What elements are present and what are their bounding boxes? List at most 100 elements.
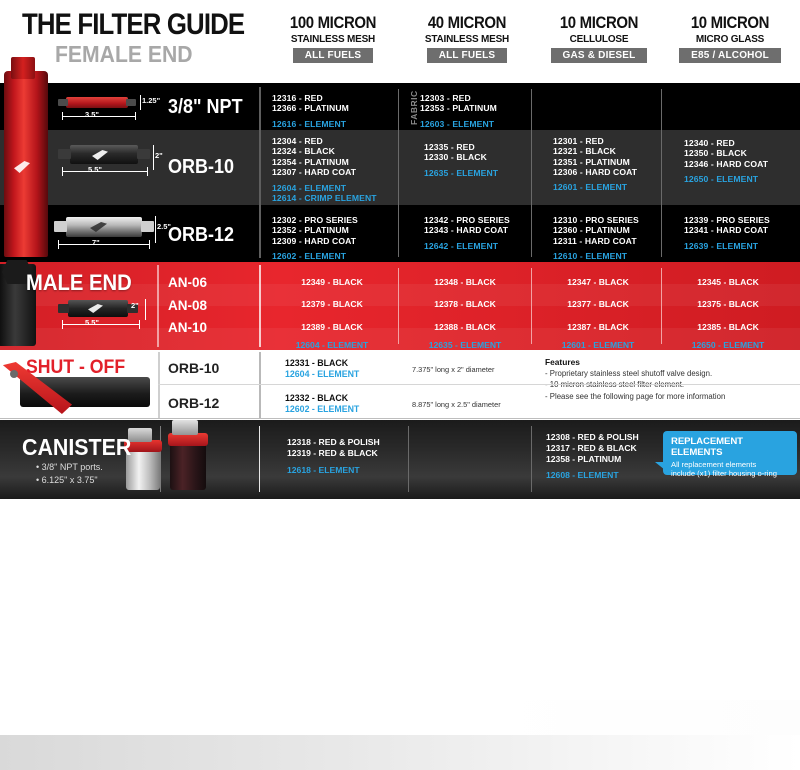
filter-guide-sheet: THE FILTER GUIDE FEMALE END 100 MICRON S… [0, 8, 800, 770]
fitting-label-shutoff-orb12: ORB-12 [168, 395, 220, 411]
part-number: 12304 - RED [272, 136, 323, 146]
filter-end-left [58, 149, 71, 159]
part-list-cell: 12302 - PRO SERIES 12352 - PLATINUM 1230… [272, 215, 358, 262]
element-part-number: 12602 - ELEMENT [272, 251, 347, 262]
part-number: 12351 - PLATINUM [553, 156, 630, 167]
part-number: 12301 - RED [553, 136, 604, 146]
filter-logo-icon [92, 150, 108, 160]
element-part-number: 12604 - ELEMENT [285, 369, 360, 379]
dim-diameter-label: 2" [155, 151, 163, 160]
part-list-cell: 12340 - RED 12350 - BLACK 12346 - HARD C… [684, 138, 768, 185]
part-list-cell: 12342 - PRO SERIES 12343 - HARD COAT 126… [424, 215, 510, 251]
dim-tick [149, 240, 150, 249]
table-row [0, 735, 800, 770]
part-number: 12347 - BLACK [567, 277, 629, 287]
canister-spec-item: • 3/8" NPT ports. [36, 462, 103, 472]
feature-item: - Please see the following page for more… [545, 391, 726, 401]
part-list-cell: 12301 - RED 12321 - BLACK 12351 - PLATIN… [553, 136, 637, 192]
part-list-cell: 12318 - RED & POLISH 12319 - RED & BLACK… [287, 437, 380, 476]
column-fuel-badge: GAS & DIESEL [550, 48, 648, 63]
part-number: 12385 - BLACK [697, 322, 759, 332]
column-micron: 100 MICRON [289, 13, 377, 32]
shutoff-pivot-icon [10, 370, 18, 378]
column-divider [259, 87, 261, 258]
part-number: 12308 - RED & POLISH [546, 432, 639, 442]
column-divider [661, 89, 662, 257]
dim-tick [147, 167, 148, 176]
table-row [0, 83, 800, 130]
feature-item: - 10 micron stainless steel filter eleme… [545, 379, 725, 390]
column-micron: 40 MICRON [427, 13, 507, 32]
dim-diameter-label: 2.5" [157, 222, 171, 231]
canister-head-red [124, 440, 162, 452]
part-number: 12350 - BLACK [684, 148, 747, 159]
section-title-shut-off: SHUT - OFF [26, 357, 126, 378]
column-header-1: 100 MICRON STAINLESS MESH ALL FUELS [266, 14, 400, 63]
element-part-number: 12601 - ELEMENT [561, 340, 635, 350]
dim-line-v [145, 299, 146, 320]
column-fuel-badge: ALL FUELS [292, 48, 374, 63]
column-divider [259, 352, 261, 418]
filter-end-left [54, 221, 67, 232]
column-divider [158, 352, 160, 418]
column-divider [531, 426, 532, 492]
dim-diameter-label: 1.25" [142, 96, 161, 105]
features-title: Features [545, 357, 580, 367]
row-divider [0, 418, 800, 419]
part-number: 12340 - RED [684, 138, 735, 148]
part-number: 12303 - RED [420, 93, 471, 103]
column-divider [398, 268, 399, 344]
dim-line-h [62, 171, 148, 172]
features-block: Features - Proprietary stainless steel s… [545, 357, 725, 402]
feature-item: - Proprietary stainless steel shutoff va… [545, 369, 713, 379]
column-divider [531, 268, 532, 344]
element-part-number: 12608 - ELEMENT [546, 470, 619, 480]
element-part-number: 12618 - ELEMENT [287, 465, 360, 475]
part-number: 12387 - BLACK [567, 322, 629, 332]
element-part-number: 12639 - ELEMENT [684, 240, 759, 251]
part-number: 12332 - BLACK [285, 393, 349, 403]
part-number: 12349 - BLACK [301, 277, 363, 287]
badge-title: REPLACEMENT ELEMENTS [671, 436, 743, 458]
part-number: 12353 - PLATINUM [420, 103, 497, 114]
filter-logo-icon [90, 222, 107, 232]
part-list-cell: 12308 - RED & POLISH 12317 - RED & BLACK… [546, 432, 639, 481]
fitting-label-an10: AN-10 [168, 320, 208, 335]
column-material: STAINLESS MESH [290, 33, 376, 45]
fitting-label-npt: 3/8" NPT [168, 96, 243, 118]
part-number: 12307 - HARD COAT [272, 167, 357, 178]
part-number: 12316 - RED [272, 93, 323, 103]
column-divider [157, 265, 159, 347]
red-canister-cap [11, 57, 35, 79]
part-number: 12360 - PLATINUM [553, 225, 630, 236]
part-number: 12348 - BLACK [434, 277, 496, 287]
dimension-text: 7.375" long x 2" diameter [412, 365, 495, 374]
column-material: MICRO GLASS [695, 33, 765, 45]
column-fuel-badge: E85 / ALCOHOL [679, 48, 781, 63]
part-list-cell: 12332 - BLACK 12602 - ELEMENT [285, 393, 359, 415]
column-material: STAINLESS MESH [424, 33, 510, 45]
part-number: 12317 - RED & BLACK [546, 443, 637, 453]
canister-bracket-icon [128, 428, 152, 442]
filter-logo-icon [88, 304, 103, 313]
part-number: 12331 - BLACK [285, 358, 349, 368]
element-part-number: 12635 - ELEMENT [424, 167, 499, 178]
filter-image-orb12 [66, 217, 142, 237]
badge-text-line1: All replacement elements [671, 460, 757, 469]
canister-image-black [170, 442, 206, 490]
dim-tick [135, 112, 136, 120]
fitting-label-an08: AN-08 [168, 298, 208, 313]
part-number: 12310 - PRO SERIES [553, 215, 639, 225]
part-number: 12306 - HARD COAT [553, 167, 638, 178]
dim-line-v [153, 145, 154, 170]
part-number: 12378 - BLACK [434, 299, 496, 309]
dim-tick [62, 112, 63, 120]
column-header-4: 10 MICRON MICRO GLASS E85 / ALCOHOL [663, 14, 797, 63]
dim-line-h [58, 244, 150, 245]
table-row [0, 130, 800, 205]
fitting-label-orb12: ORB-12 [168, 224, 235, 246]
part-number: 12358 - PLATINUM [546, 454, 622, 464]
badge-text-line2: include (x1) filter housing o-ring [671, 469, 777, 479]
fitting-label-an06: AN-06 [168, 275, 208, 290]
part-number: 12354 - PLATINUM [272, 156, 349, 167]
